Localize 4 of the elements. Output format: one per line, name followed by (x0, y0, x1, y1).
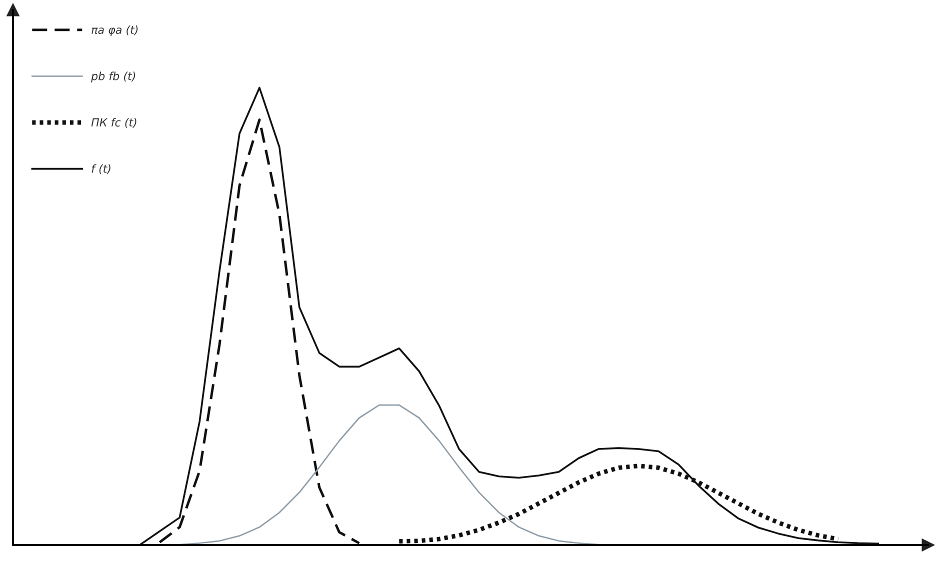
legend-label: ПК fc (t) (91, 118, 136, 128)
legend-label: f (t) (92, 164, 110, 174)
legend-label: πa φa (t) (92, 25, 138, 36)
legend-label: pb fb (t) (91, 72, 136, 82)
